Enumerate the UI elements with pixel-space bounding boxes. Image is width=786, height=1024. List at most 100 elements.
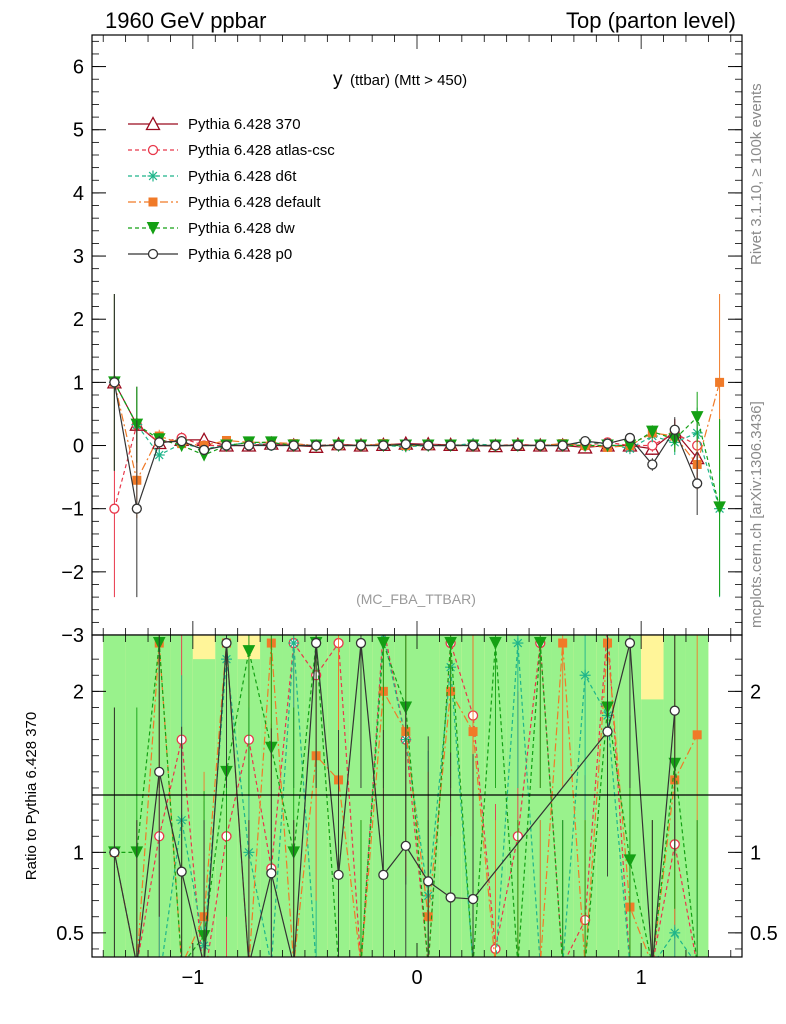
header: 1960 GeV ppbar Top (parton level) [105, 8, 736, 33]
data-point [467, 440, 479, 451]
ratio-ytick-label: 0.5 [56, 923, 84, 945]
series-line [113, 423, 698, 509]
ratio-point [669, 927, 681, 939]
header-left: 1960 GeV ppbar [105, 8, 266, 33]
mcplots-label: mcplots.cern.ch [arXiv:1306.3436] [748, 401, 765, 628]
data-point [690, 411, 704, 424]
ratio-point [467, 893, 479, 905]
star-stroke [580, 670, 590, 680]
xtick-label: 0 [411, 967, 422, 989]
ratio-series [108, 635, 702, 957]
legend-marker [147, 248, 159, 260]
xtick-labels: −1 0 1 [181, 967, 646, 989]
main-ytick-label: 2 [73, 309, 84, 331]
data-point [713, 501, 726, 515]
ratio-point [445, 892, 456, 903]
data-point [647, 459, 658, 470]
legend-marker [147, 170, 159, 182]
ratio-ytick-label-right: 0.5 [750, 923, 778, 945]
ratio-point [154, 766, 165, 777]
ratio-point [333, 869, 344, 881]
xtick-label: −1 [181, 967, 204, 989]
data-point [310, 440, 322, 451]
data-point [445, 440, 456, 451]
legend-label: Pythia 6.428 p0 [188, 246, 292, 263]
ratio-point [377, 637, 390, 650]
legend-label: Pythia 6.428 default [188, 194, 321, 211]
data-point [378, 440, 389, 451]
ratio-ticks [92, 635, 742, 957]
main-panel: −3 −2 −1 0 1 2 3 4 5 6 y (ttbar) (Mtt > 450) (MC_… [61, 34, 743, 647]
ratio-panel: 0.5 0.5 1 1 2 2 −1 0 1 Ratio to Pythia 6.428 37… [23, 634, 778, 989]
ratio-point [489, 637, 502, 650]
ratio-point [558, 638, 568, 648]
ratio-point [579, 669, 591, 681]
ratio-point [242, 645, 256, 658]
ratio-point [109, 847, 120, 858]
ratio-point [692, 730, 702, 740]
data-point [557, 440, 568, 451]
main-title: y [333, 69, 343, 90]
ratio-ytick-label-right: 2 [750, 681, 761, 703]
ratio-point [423, 876, 434, 887]
legend-label: Pythia 6.428 atlas-csc [188, 142, 335, 159]
series-line [113, 382, 721, 483]
side-labels: Rivet 3.1.10, ≥ 100k events mcplots.cern… [748, 83, 765, 628]
main-title-sub: (ttbar) (Mtt > 450) [350, 72, 467, 89]
ratio-plot-area [92, 635, 742, 957]
main-plot-area [106, 293, 726, 598]
series-5 [109, 293, 703, 598]
ratio-point [533, 637, 547, 650]
data-point [490, 440, 501, 451]
data-point [243, 440, 255, 451]
data-point [669, 424, 680, 435]
data-point [355, 440, 367, 451]
legend-marker [147, 144, 159, 156]
ratio-point [623, 854, 637, 868]
main-ytick-labels: −3 −2 −1 0 1 2 3 4 5 6 [61, 57, 84, 647]
main-ytick-label: 1 [73, 372, 84, 394]
ratio-point [468, 727, 478, 737]
ratio-point [602, 726, 613, 737]
ratio-point [624, 637, 636, 649]
data-point [512, 440, 524, 451]
data-point [602, 438, 613, 449]
star-stroke [670, 928, 680, 938]
ratio-ytick-labels: 0.5 0.5 1 1 2 2 [56, 681, 778, 945]
legend-label: Pythia 6.428 370 [188, 116, 301, 133]
ratio-point [176, 866, 187, 877]
ratio-point [288, 637, 300, 649]
data-point [647, 440, 658, 451]
legend-label: Pythia 6.428 dw [188, 220, 295, 237]
ratio-point [266, 868, 277, 879]
data-point [131, 503, 142, 514]
legend-marker [145, 116, 161, 131]
data-point [624, 432, 636, 444]
star-stroke [289, 638, 299, 648]
series-0 [106, 293, 705, 484]
ratio-point [444, 637, 457, 650]
data-point [333, 440, 344, 451]
data-point [400, 439, 411, 450]
star-stroke [513, 638, 523, 648]
series-line [113, 382, 721, 508]
series-3 [109, 293, 725, 519]
main-ytick-label: 6 [73, 57, 84, 79]
ratio-ylabel: Ratio to Pythia 6.428 370 [23, 712, 40, 880]
series-1 [109, 386, 703, 598]
ratio-series-4 [109, 635, 680, 957]
data-point [579, 435, 591, 447]
main-ytick-label: 4 [73, 183, 84, 205]
ratio-ytick-label: 1 [73, 842, 84, 864]
main-ytick-label: −3 [61, 625, 84, 647]
star-stroke [148, 171, 158, 181]
ratio-point [669, 705, 680, 716]
data-point [266, 440, 277, 451]
data-point [198, 444, 210, 456]
star-stroke [154, 450, 164, 460]
ratio-point [310, 637, 322, 649]
xtick-label: 1 [636, 967, 647, 989]
data-point [288, 440, 299, 451]
watermark: (MC_FBA_TTBAR) [356, 591, 476, 607]
